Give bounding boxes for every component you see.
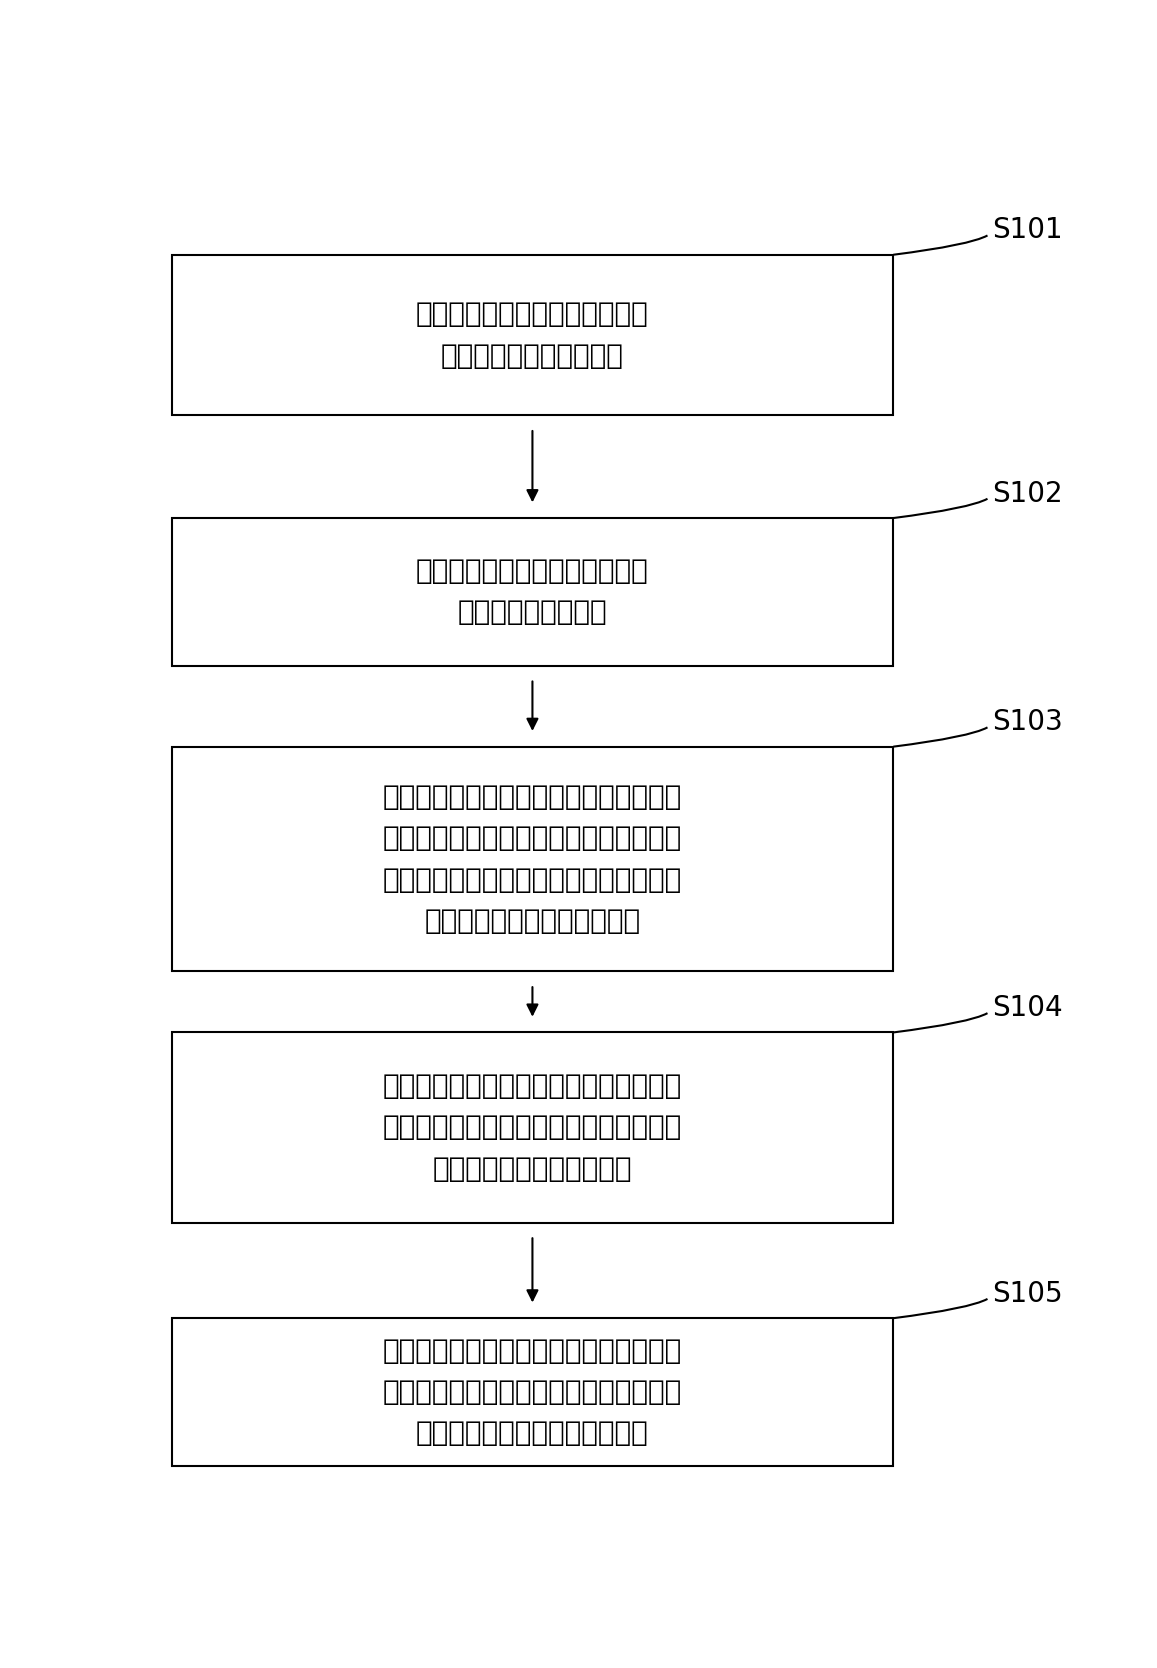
Bar <box>171 1032 893 1223</box>
Text: S104: S104 <box>992 994 1062 1022</box>
Text: S101: S101 <box>992 217 1062 245</box>
Text: 按照正常工艺流程，制作两个由
多层芯板压合而成的子板: 按照正常工艺流程，制作两个由 多层芯板压合而成的子板 <box>417 300 649 370</box>
Bar <box>171 255 893 415</box>
Text: 将形成有金属化阶梯状通孔的两个子板压
合形成母板，在母板上制作其他通孔及外
层图形，实现整板网络导通连接: 将形成有金属化阶梯状通孔的两个子板压 合形成母板，在母板上制作其他通孔及外 层图… <box>383 1336 683 1448</box>
Text: S102: S102 <box>992 480 1062 507</box>
Text: 对于每个子板，先采用真空树脂塞孔将阶
梯状通孔填平，再完成当前子板与其他子
板的压合结合面的图形制作: 对于每个子板，先采用真空树脂塞孔将阶 梯状通孔填平，再完成当前子板与其他子 板的… <box>383 1073 683 1183</box>
Text: S105: S105 <box>992 1279 1062 1308</box>
Bar <box>171 747 893 971</box>
Text: 在各个子板的相同位置分别制作
金属化的阶梯状通孔: 在各个子板的相同位置分别制作 金属化的阶梯状通孔 <box>417 557 649 627</box>
Text: 对于每个子板，去除阶梯状通孔的第一台
阶面和第二台阶面的全部或部分铜层，使
得阶梯状通孔内壁的铜层沿阶梯状通孔的
轴向分为相互不导通的三部分: 对于每个子板，去除阶梯状通孔的第一台 阶面和第二台阶面的全部或部分铜层，使 得阶… <box>383 784 683 934</box>
Bar <box>171 519 893 666</box>
Text: S103: S103 <box>992 709 1063 736</box>
Bar <box>171 1318 893 1466</box>
